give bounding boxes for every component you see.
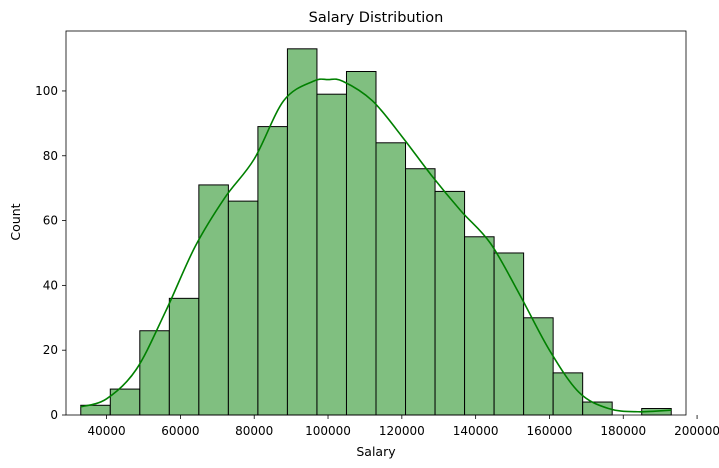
histogram-bar bbox=[375, 142, 407, 416]
histogram-bar bbox=[286, 48, 318, 416]
histogram-bar bbox=[316, 93, 347, 416]
x-tick-label: 140000 bbox=[453, 424, 499, 438]
histogram-bar bbox=[139, 330, 170, 416]
kde-curve bbox=[80, 78, 672, 413]
x-tick-label: 40000 bbox=[88, 424, 126, 438]
histogram-bar bbox=[493, 252, 525, 416]
histogram-bar bbox=[168, 297, 200, 416]
axes-frame bbox=[65, 30, 687, 416]
x-tick-label: 120000 bbox=[379, 424, 425, 438]
y-tick-label: 0 bbox=[50, 408, 58, 422]
chart-title: Salary Distribution bbox=[309, 10, 444, 26]
y-tick-label: 60 bbox=[43, 214, 58, 228]
y-tick-label: 20 bbox=[43, 343, 58, 357]
histogram-bar bbox=[405, 168, 436, 416]
histogram-bars bbox=[80, 48, 672, 416]
y-axis: 0 20 40 60 80 100 bbox=[35, 84, 66, 422]
y-tick-label: 100 bbox=[35, 84, 58, 98]
histogram-bar bbox=[464, 236, 495, 416]
x-tick-label: 60000 bbox=[161, 424, 199, 438]
x-axis: 40000 60000 80000 100000 120000 140000 160000 1… bbox=[88, 415, 719, 438]
x-tick-label: 160000 bbox=[527, 424, 573, 438]
y-tick-label: 40 bbox=[43, 278, 58, 292]
x-axis-label: Salary bbox=[356, 444, 396, 459]
histogram-bar bbox=[434, 190, 466, 416]
histogram-bar bbox=[227, 200, 259, 416]
x-tick-label: 180000 bbox=[600, 424, 646, 438]
histogram-bar bbox=[257, 126, 288, 416]
histogram-bar bbox=[523, 317, 554, 416]
x-tick-label: 80000 bbox=[235, 424, 273, 438]
histogram-bar bbox=[345, 71, 377, 416]
y-axis-label: Count bbox=[8, 203, 23, 240]
plot-area bbox=[65, 30, 687, 416]
y-tick-label: 80 bbox=[43, 149, 58, 163]
x-tick-label: 100000 bbox=[305, 424, 351, 438]
x-tick-label: 200000 bbox=[674, 424, 719, 438]
histogram-bar bbox=[198, 184, 229, 416]
